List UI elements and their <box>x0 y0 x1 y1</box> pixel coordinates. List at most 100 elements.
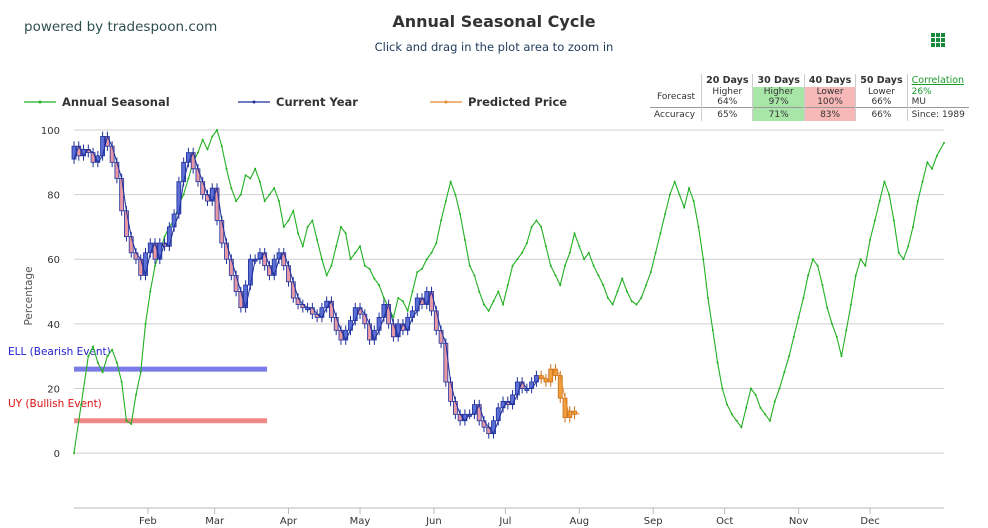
seasonal-point <box>225 167 228 170</box>
seasonal-point <box>154 264 157 267</box>
current-candle-body <box>395 323 401 338</box>
current-candle-body <box>162 242 167 247</box>
brand-text[interactable]: powered by tradespoon.com <box>24 19 218 35</box>
current-candle-body <box>500 400 506 409</box>
current-candle-body <box>510 394 515 406</box>
seasonal-point <box>378 284 381 287</box>
current-candle-body <box>457 413 463 422</box>
seasonal-point <box>497 290 500 293</box>
seasonal-point <box>640 297 643 299</box>
predicted-candle-body <box>543 378 549 383</box>
seasonal-point <box>411 290 414 293</box>
seasonal-point <box>134 393 137 396</box>
current-candle-body <box>109 145 115 163</box>
seasonal-point <box>168 225 171 228</box>
seasonal-point <box>645 284 648 287</box>
y-tick-label-20: 20 <box>47 384 60 395</box>
seasonal-point <box>463 238 466 241</box>
seasonal-point <box>883 180 886 183</box>
seasonal-point <box>339 225 342 228</box>
seasonal-point <box>888 193 891 196</box>
y-tick-label-40: 40 <box>47 320 60 331</box>
current-candle-body <box>133 252 139 260</box>
seasonal-point <box>878 200 881 203</box>
current-candle-body <box>257 252 263 260</box>
x-tick-label-feb: Feb <box>139 516 157 527</box>
legend-annual-seasonal[interactable]: Annual Seasonal <box>24 95 170 109</box>
seasonal-point <box>559 284 562 287</box>
accuracy-label: Accuracy <box>650 107 702 121</box>
seasonal-point <box>482 303 485 306</box>
header-20-days: 20 Days <box>701 74 753 87</box>
current-candle-body <box>433 310 439 331</box>
seasonal-point <box>406 309 409 312</box>
current-candle-body <box>505 400 511 406</box>
seasonal-point <box>850 303 853 306</box>
current-candle-body <box>390 323 396 338</box>
seasonal-point <box>673 180 676 183</box>
seasonal-point <box>120 381 123 383</box>
correlation-value: 26% <box>911 87 932 97</box>
current-candle-body <box>324 300 330 309</box>
current-candle-body <box>276 252 282 260</box>
annual-seasonal-points <box>73 129 945 455</box>
current-candle-body <box>190 152 196 170</box>
legend-predicted-price[interactable]: Predicted Price <box>430 95 567 109</box>
seasonal-point <box>430 251 433 254</box>
seasonal-point <box>297 232 300 235</box>
current-candle-body <box>357 307 363 315</box>
correlation-link[interactable]: Correlation <box>911 74 965 86</box>
seasonal-point <box>511 264 514 267</box>
seasonal-point <box>697 225 700 228</box>
seasonal-point <box>206 148 209 151</box>
seasonal-point <box>521 251 524 254</box>
seasonal-point <box>845 329 848 332</box>
current-candle-body <box>448 381 454 402</box>
current-candle-body <box>381 304 387 318</box>
current-candle-body <box>419 297 425 305</box>
current-candle-body <box>529 381 535 389</box>
x-tick-label-jul: Jul <box>498 516 511 527</box>
menu-grid-icon[interactable] <box>931 33 945 47</box>
seasonal-point <box>707 297 710 299</box>
seasonal-point <box>401 300 404 303</box>
seasonal-point <box>425 258 428 261</box>
seasonal-point <box>211 135 214 138</box>
seasonal-point <box>182 193 185 196</box>
seasonal-point <box>435 242 438 245</box>
chart-title: Annual Seasonal Cycle <box>392 12 596 31</box>
current-candle-body <box>519 381 525 389</box>
seasonal-point <box>835 335 838 338</box>
current-candle-body <box>85 148 91 154</box>
current-year-series <box>73 135 542 435</box>
seasonal-point <box>807 274 810 277</box>
seasonal-point <box>573 232 576 235</box>
current-candle-body <box>400 323 406 331</box>
seasonal-point <box>502 303 505 306</box>
seasonal-point <box>535 219 538 222</box>
seasonal-point <box>907 245 910 248</box>
seasonal-point <box>854 274 857 277</box>
seasonal-point <box>630 300 633 303</box>
seasonal-point <box>816 264 819 267</box>
accuracy-20: 65% <box>701 107 753 121</box>
event-annotations: ELL (Bearish Event) UY (Bullish Event) <box>8 346 268 424</box>
x-tick-label-mar: Mar <box>205 516 225 527</box>
seasonal-point <box>449 180 452 183</box>
current-candle-body <box>209 187 215 202</box>
seasonal-point <box>306 225 309 228</box>
seasonal-point <box>554 274 557 277</box>
seasonal-point <box>292 209 295 212</box>
seasonal-point <box>754 393 757 396</box>
current-candle-body <box>305 307 310 311</box>
forecast-label: Forecast <box>657 92 696 102</box>
y-tick-label-60: 60 <box>47 255 60 266</box>
seasonal-point <box>301 245 304 248</box>
x-tick-label-sep: Sep <box>644 516 663 527</box>
current-candle-body <box>71 145 77 160</box>
chart-subtitle: Click and drag in the plot area to zoom … <box>374 40 614 54</box>
legend-current-year[interactable]: Current Year <box>238 95 358 109</box>
seasonal-point <box>659 232 662 235</box>
grid-lines <box>74 129 944 509</box>
current-candle-body <box>414 297 420 312</box>
